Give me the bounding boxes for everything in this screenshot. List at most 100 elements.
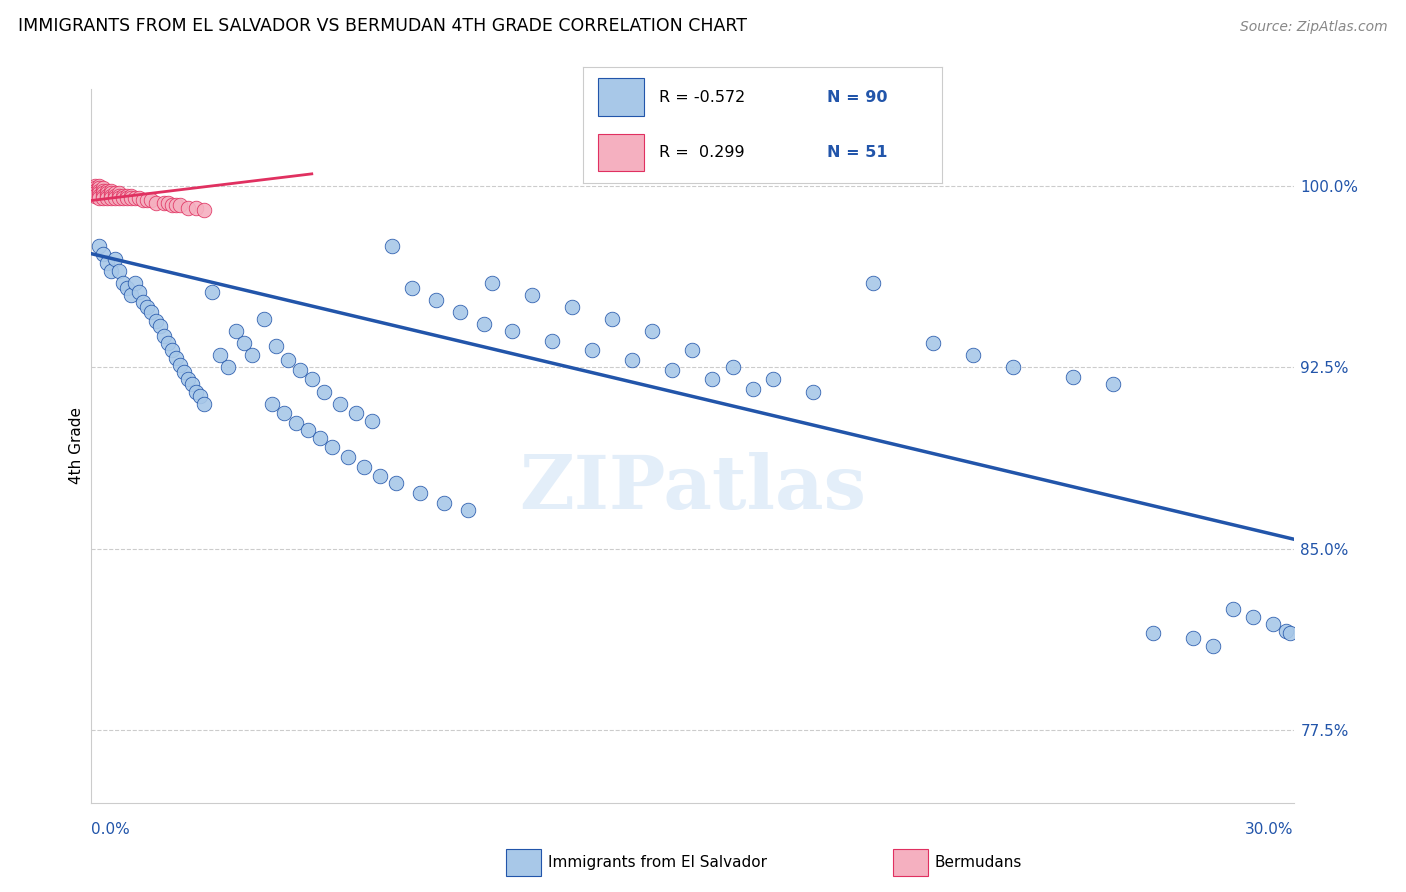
Point bbox=[232, 336, 254, 351]
Point bbox=[176, 372, 198, 386]
Point bbox=[121, 191, 143, 205]
Point bbox=[1274, 624, 1296, 638]
Point bbox=[145, 314, 167, 328]
Bar bbox=[598, 78, 644, 116]
Point bbox=[145, 195, 167, 210]
Point bbox=[124, 191, 146, 205]
Point bbox=[922, 336, 945, 351]
Point bbox=[433, 496, 456, 510]
Point bbox=[108, 263, 131, 277]
Text: Bermudans: Bermudans bbox=[935, 855, 1022, 870]
Point bbox=[1202, 639, 1225, 653]
Point bbox=[321, 440, 343, 454]
Point bbox=[128, 285, 150, 300]
Point bbox=[1222, 602, 1244, 616]
Point bbox=[165, 351, 187, 365]
Point bbox=[621, 353, 644, 368]
Point bbox=[121, 188, 143, 202]
Point bbox=[217, 360, 239, 375]
Point bbox=[368, 469, 391, 483]
Point bbox=[108, 186, 131, 201]
Point bbox=[128, 191, 150, 205]
Text: Immigrants from El Salvador: Immigrants from El Salvador bbox=[548, 855, 768, 870]
Text: Source: ZipAtlas.com: Source: ZipAtlas.com bbox=[1240, 21, 1388, 34]
Point bbox=[581, 343, 603, 358]
Point bbox=[1182, 632, 1205, 646]
Point bbox=[360, 414, 382, 428]
Point bbox=[100, 186, 122, 201]
Point bbox=[312, 384, 335, 399]
Point bbox=[681, 343, 703, 358]
Point bbox=[225, 324, 247, 338]
Point bbox=[801, 384, 824, 399]
Point bbox=[176, 201, 198, 215]
Point bbox=[96, 256, 118, 270]
Point bbox=[136, 300, 159, 314]
Point bbox=[124, 276, 146, 290]
Point bbox=[457, 503, 479, 517]
Point bbox=[152, 195, 174, 210]
Point bbox=[1263, 616, 1285, 631]
Point bbox=[308, 431, 330, 445]
Point bbox=[385, 476, 408, 491]
Y-axis label: 4th Grade: 4th Grade bbox=[69, 408, 84, 484]
Point bbox=[862, 276, 884, 290]
Bar bbox=[598, 134, 644, 171]
Point bbox=[184, 384, 207, 399]
Point bbox=[84, 178, 107, 193]
Point bbox=[156, 336, 179, 351]
Point bbox=[84, 181, 107, 195]
Point bbox=[541, 334, 564, 348]
Point bbox=[104, 252, 127, 266]
Point bbox=[141, 194, 163, 208]
Point bbox=[741, 382, 763, 396]
Point bbox=[84, 188, 107, 202]
Point bbox=[160, 198, 183, 212]
Point bbox=[381, 239, 404, 253]
Text: ZIPatlas: ZIPatlas bbox=[519, 452, 866, 525]
Point bbox=[260, 397, 283, 411]
Point bbox=[100, 263, 122, 277]
Point bbox=[253, 312, 276, 326]
Point bbox=[89, 239, 111, 253]
Point bbox=[409, 486, 432, 500]
Point bbox=[104, 186, 127, 201]
Point bbox=[96, 184, 118, 198]
Point bbox=[208, 348, 231, 362]
Point bbox=[108, 188, 131, 202]
Point bbox=[353, 459, 375, 474]
Point bbox=[89, 184, 111, 198]
Text: 0.0%: 0.0% bbox=[91, 822, 131, 837]
Point bbox=[160, 343, 183, 358]
Point bbox=[1243, 609, 1265, 624]
Point bbox=[117, 191, 139, 205]
Point bbox=[169, 198, 191, 212]
Text: IMMIGRANTS FROM EL SALVADOR VS BERMUDAN 4TH GRADE CORRELATION CHART: IMMIGRANTS FROM EL SALVADOR VS BERMUDAN … bbox=[18, 17, 747, 35]
Point bbox=[132, 194, 155, 208]
Point bbox=[1102, 377, 1125, 392]
Point bbox=[156, 195, 179, 210]
Point bbox=[401, 280, 423, 294]
Point bbox=[301, 372, 323, 386]
Point bbox=[117, 188, 139, 202]
Point bbox=[962, 348, 984, 362]
Point bbox=[93, 191, 115, 205]
Point bbox=[169, 358, 191, 372]
Point bbox=[284, 416, 307, 430]
Point bbox=[762, 372, 785, 386]
Point bbox=[96, 191, 118, 205]
Point bbox=[329, 397, 352, 411]
Point bbox=[89, 188, 111, 202]
Point bbox=[277, 353, 299, 368]
Point bbox=[100, 191, 122, 205]
Point bbox=[641, 324, 664, 338]
Point bbox=[112, 191, 135, 205]
Point bbox=[288, 363, 311, 377]
Point bbox=[117, 280, 139, 294]
Point bbox=[84, 184, 107, 198]
Text: 30.0%: 30.0% bbox=[1246, 822, 1294, 837]
Point bbox=[193, 397, 215, 411]
Text: N = 90: N = 90 bbox=[827, 89, 887, 104]
Point bbox=[602, 312, 624, 326]
Point bbox=[273, 406, 295, 420]
